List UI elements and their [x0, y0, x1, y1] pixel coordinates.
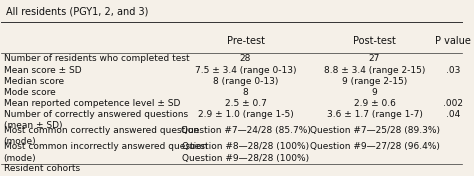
Text: 2.9 ± 0.6: 2.9 ± 0.6 [354, 99, 395, 108]
Text: P value: P value [435, 36, 471, 46]
Text: 9: 9 [372, 88, 377, 97]
Text: 27: 27 [369, 54, 380, 63]
Text: Most common correctly answered question
(mode): Most common correctly answered question … [4, 126, 199, 146]
Text: Number of residents who completed test: Number of residents who completed test [4, 54, 189, 63]
Text: 8 (range 0-13): 8 (range 0-13) [213, 77, 278, 86]
Text: Post-test: Post-test [353, 36, 396, 46]
Text: 9 (range 2-15): 9 (range 2-15) [342, 77, 407, 86]
Text: .04: .04 [446, 110, 460, 119]
Text: Question #9—27/28 (96.4%): Question #9—27/28 (96.4%) [310, 142, 439, 152]
Text: 8.8 ± 3.4 (range 2-15): 8.8 ± 3.4 (range 2-15) [324, 65, 425, 74]
Text: Pre-test: Pre-test [227, 36, 264, 46]
Text: 2.9 ± 1.0 (range 1-5): 2.9 ± 1.0 (range 1-5) [198, 110, 293, 119]
Text: Question #8—28/28 (100%)
Question #9—28/28 (100%): Question #8—28/28 (100%) Question #9—28/… [182, 142, 309, 163]
Text: .002: .002 [443, 99, 463, 108]
Text: 2.5 ± 0.7: 2.5 ± 0.7 [225, 99, 266, 108]
Text: Mean reported competence level ± SD: Mean reported competence level ± SD [4, 99, 180, 108]
Text: 28: 28 [240, 54, 251, 63]
Text: 7.5 ± 3.4 (range 0-13): 7.5 ± 3.4 (range 0-13) [195, 65, 296, 74]
Text: 8: 8 [243, 88, 248, 97]
Text: Mode score: Mode score [4, 88, 55, 97]
Text: Mean score ± SD: Mean score ± SD [4, 65, 82, 74]
Text: Question #7—24/28 (85.7%): Question #7—24/28 (85.7%) [181, 126, 310, 135]
Text: 3.6 ± 1.7 (range 1-7): 3.6 ± 1.7 (range 1-7) [327, 110, 422, 119]
Text: All residents (PGY1, 2, and 3): All residents (PGY1, 2, and 3) [6, 7, 148, 17]
Text: Resident cohorts: Resident cohorts [4, 164, 80, 173]
Text: Number of correctly answered questions
(mean ± SD): Number of correctly answered questions (… [4, 110, 188, 130]
Text: Question #7—25/28 (89.3%): Question #7—25/28 (89.3%) [310, 126, 439, 135]
Text: Most common incorrectly answered question
(mode): Most common incorrectly answered questio… [4, 142, 207, 163]
Text: .03: .03 [446, 65, 460, 74]
Text: Median score: Median score [4, 77, 64, 86]
